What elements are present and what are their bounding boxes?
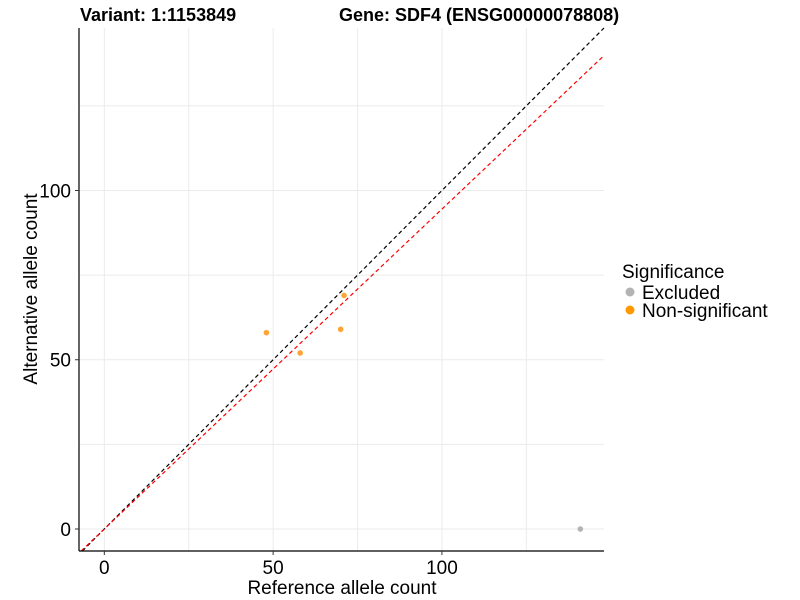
- y-tick-label: 100: [39, 181, 71, 202]
- legend: Significance Excluded Non-significant: [622, 262, 768, 322]
- x-axis-title: Reference allele count: [247, 578, 437, 599]
- x-tick-label: 100: [426, 558, 458, 579]
- legend-entry-non-significant: Non-significant: [625, 301, 768, 322]
- data-point-non-significant: [297, 350, 303, 356]
- title-variant: Variant: 1:1153849: [80, 5, 236, 25]
- legend-entry-excluded: Excluded: [625, 283, 720, 304]
- legend-title: Significance: [622, 262, 724, 283]
- data-point-excluded: [577, 526, 584, 532]
- legend-label-excluded: Excluded: [642, 283, 720, 304]
- legend-swatch-excluded: [625, 287, 635, 297]
- y-axis-title: Alternative allele count: [21, 193, 42, 385]
- data-points: [263, 292, 584, 532]
- tick-labels: 0 50 100 0 50 100: [39, 181, 457, 579]
- y-tick-label: 0: [60, 520, 71, 541]
- y-tick-label: 50: [50, 351, 71, 372]
- gridlines: [79, 28, 604, 551]
- x-tick-label: 50: [263, 558, 284, 579]
- axes: [78, 28, 604, 552]
- legend-label-non-significant: Non-significant: [642, 301, 768, 322]
- title-gene: Gene: SDF4 (ENSG00000078808): [339, 5, 619, 25]
- data-point-non-significant: [263, 329, 270, 336]
- legend-swatch-non-significant: [625, 305, 635, 315]
- reference-lines: [80, 27, 605, 552]
- red-reference-line: [80, 55, 605, 552]
- data-point-non-significant: [337, 326, 344, 333]
- data-point-non-significant: [341, 292, 347, 299]
- identity-reference-line: [81, 27, 605, 552]
- x-tick-label: 0: [99, 558, 110, 579]
